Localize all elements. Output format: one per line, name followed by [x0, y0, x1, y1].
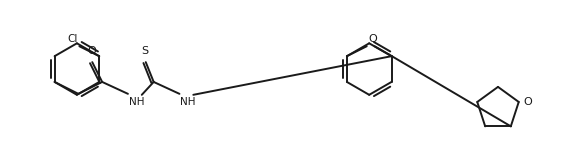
Text: O: O — [87, 46, 95, 56]
Text: NH: NH — [129, 97, 145, 107]
Text: O: O — [369, 34, 377, 44]
Text: O: O — [524, 97, 532, 107]
Text: S: S — [141, 46, 149, 56]
Text: NH: NH — [180, 97, 196, 107]
Text: Cl: Cl — [67, 34, 77, 44]
